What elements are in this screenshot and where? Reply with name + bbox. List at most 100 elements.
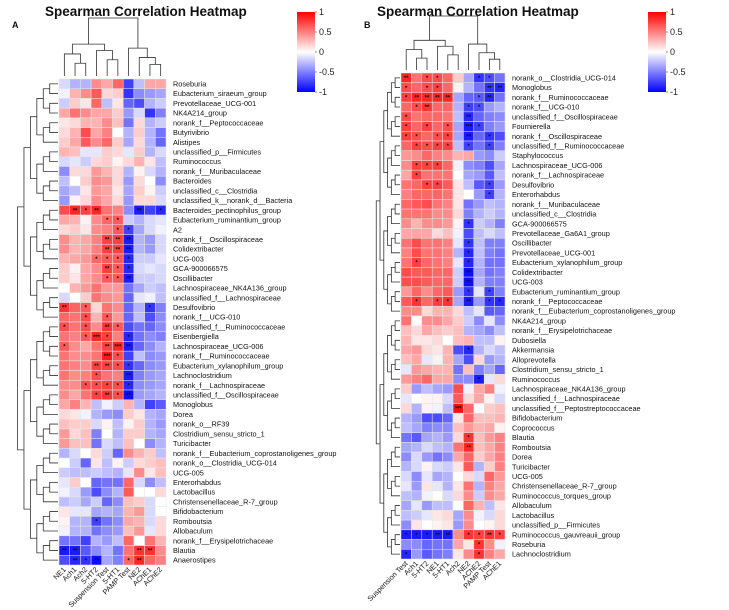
heatmap-cell (442, 442, 454, 453)
heatmap-cell (421, 344, 433, 356)
significance-marker: * (85, 325, 88, 331)
heatmap-cell (112, 312, 124, 323)
significance-marker: ** (445, 96, 450, 102)
heatmap-cell (400, 101, 412, 113)
heatmap-cell (155, 486, 167, 498)
heatmap-cell (101, 467, 113, 478)
heatmap-cell (101, 477, 113, 488)
heatmap-cell (101, 127, 113, 138)
heatmap-cell (483, 228, 495, 239)
heatmap-cell (411, 276, 423, 288)
heatmap-cell (133, 185, 145, 196)
heatmap-cell (90, 117, 103, 128)
heatmap-cell (58, 185, 70, 196)
significance-marker: ** (425, 96, 430, 102)
heatmap-cell (411, 539, 423, 550)
row-label: unclassified_f__Ruminococcaceae (173, 322, 285, 331)
heatmap-cell (452, 237, 464, 249)
heatmap-cell (144, 555, 156, 566)
heatmap-cell (421, 374, 433, 385)
heatmap-cell (494, 412, 506, 424)
heatmap-cell (483, 267, 495, 278)
heatmap-cell (452, 374, 464, 385)
significance-marker: ** (94, 208, 99, 214)
row-label: Ruminococcus (173, 157, 221, 166)
heatmap-cell (483, 306, 495, 317)
panel-a: Spearman Correlation Heatmap A ** * ** ** * *… (12, 4, 336, 609)
heatmap-cell (494, 150, 506, 161)
heatmap-cell (58, 438, 70, 449)
significance-marker: ** (137, 558, 142, 564)
heatmap-cell (58, 467, 70, 478)
row-label: Clostridium_sensu_stricto_1 (173, 429, 265, 438)
heatmap-cell (473, 169, 485, 181)
heatmap-cell (452, 335, 464, 346)
panel-b: Spearman Correlation Heatmap B ** * * * * * * *… (364, 0, 729, 610)
heatmap-cell (133, 448, 145, 459)
heatmap-cell (69, 195, 81, 206)
heatmap-cell (80, 370, 92, 381)
heatmap-cell (494, 442, 506, 453)
heatmap-cell (112, 370, 124, 381)
heatmap-cell (69, 302, 81, 313)
heatmap-cell (463, 325, 475, 336)
heatmap-cell (69, 253, 81, 264)
heatmap-cell (112, 467, 124, 478)
heatmap-cell (473, 228, 485, 239)
colorbar-tick-label: -0.5 (319, 67, 335, 77)
heatmap-cell (101, 486, 113, 498)
heatmap-cell (69, 535, 81, 546)
heatmap-cell (144, 243, 156, 255)
heatmap-cell (155, 282, 167, 294)
heatmap-cell (411, 72, 423, 83)
colorbar-tick-label: 0.5 (319, 27, 332, 37)
significance-marker: ** (94, 364, 99, 370)
colorbar-tick-label: -1 (670, 87, 678, 97)
significance-marker: * (478, 125, 481, 131)
heatmap-cell (80, 88, 92, 99)
heatmap-cell (133, 243, 145, 255)
heatmap-cell (494, 539, 506, 550)
heatmap-cell (122, 302, 135, 313)
heatmap-cell (483, 480, 495, 492)
heatmap-cell (69, 312, 81, 323)
heatmap-cell (80, 535, 92, 546)
heatmap-cell (101, 195, 113, 206)
significance-marker: * (85, 306, 88, 312)
significance-marker: * (436, 164, 439, 170)
heatmap-cell (90, 321, 103, 332)
heatmap-cell (494, 510, 506, 521)
heatmap-cell (463, 354, 475, 365)
heatmap-cell (483, 150, 495, 161)
heatmap-cell (101, 448, 113, 459)
heatmap-cell (400, 403, 412, 414)
heatmap-cell (122, 467, 135, 478)
heatmap-cell (400, 539, 412, 550)
heatmap-cell (452, 92, 464, 103)
row-label: Prevotellaceae_UCG-001 (173, 99, 256, 108)
heatmap-cell (473, 403, 485, 414)
row-label: Lactobacillus (512, 511, 555, 520)
heatmap-cell (58, 486, 70, 498)
heatmap-cell (133, 457, 145, 469)
heatmap-cell (483, 325, 495, 336)
heatmap-cell (69, 409, 81, 420)
heatmap-cell (122, 535, 135, 546)
row-label: norank_f__Oscillospiraceae (173, 235, 263, 244)
heatmap-cell (80, 175, 92, 187)
heatmap-cell (400, 500, 412, 511)
heatmap-cell (473, 471, 485, 482)
heatmap-cell (58, 253, 70, 264)
heatmap-cell (452, 432, 464, 443)
heatmap-cell (122, 166, 135, 177)
heatmap-cell (155, 438, 167, 449)
heatmap-cell (80, 98, 92, 109)
heatmap-cell (411, 218, 423, 229)
heatmap-cell (431, 286, 443, 297)
significance-marker: * (405, 134, 408, 140)
row-label: Turicibacter (512, 462, 550, 471)
heatmap-cell (452, 267, 464, 278)
heatmap-cell (411, 471, 423, 482)
heatmap-cell (122, 477, 135, 488)
heatmap-cell (400, 306, 412, 317)
